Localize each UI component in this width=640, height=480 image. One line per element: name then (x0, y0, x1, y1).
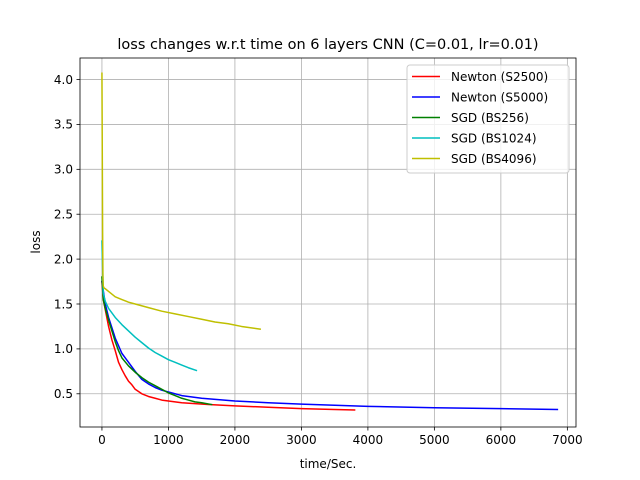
legend-item: SGD (BS256) (412, 111, 529, 125)
x-tick-label: 7000 (552, 433, 583, 447)
legend-label: SGD (BS256) (451, 111, 529, 125)
legend-label: Newton (S5000) (451, 90, 548, 104)
series-line-2 (101, 280, 559, 411)
x-axis-label: time/Sec. (300, 457, 357, 471)
legend-item: SGD (BS1024) (412, 131, 537, 145)
legend-box (406, 64, 570, 174)
y-tick-label: 2.0 (54, 252, 73, 266)
y-tick-label: 1.0 (54, 342, 73, 356)
y-tick-label: 3.0 (54, 163, 73, 177)
x-tick-label: 1000 (153, 433, 184, 447)
legend-label: SGD (BS1024) (451, 131, 537, 145)
x-tick-label: 3000 (286, 433, 317, 447)
y-tick-label: 0.5 (54, 387, 73, 401)
x-tick-label: 2000 (220, 433, 251, 447)
axis-ticks: 0 1000 2000 3000 4000 5000 6000 7000 0.5 1.0 1.5 2.… (54, 73, 583, 447)
y-tick-label: 4.0 (54, 73, 73, 87)
y-axis-label: loss (29, 230, 43, 253)
y-tick-label: 3.5 (54, 118, 73, 132)
legend-item: SGD (BS4096) (412, 152, 537, 166)
y-tick-label: 2.5 (54, 208, 73, 222)
plot-frame (79, 57, 577, 428)
x-tick-label: 6000 (486, 433, 517, 447)
legend-item: Newton (S5000) (412, 90, 548, 104)
series-line-3 (101, 276, 213, 406)
series-line-4 (101, 240, 198, 372)
x-tick-label: 4000 (353, 433, 384, 447)
series-line-1 (101, 280, 356, 411)
x-tick-label: 5000 (419, 433, 450, 447)
y-tick-label: 1.5 (54, 297, 73, 311)
legend-item: Newton (S2500) (412, 70, 548, 84)
series-group (101, 72, 559, 411)
x-tick-label: 0 (98, 433, 106, 447)
legend-label: Newton (S2500) (451, 70, 548, 84)
chart-title: loss changes w.r.t time on 6 layers CNN … (117, 37, 538, 53)
legend: Newton (S2500) Newton (S5000) SGD (BS256) S… (406, 64, 570, 174)
legend-label: SGD (BS4096) (451, 152, 537, 166)
series-line-5 (101, 72, 262, 330)
